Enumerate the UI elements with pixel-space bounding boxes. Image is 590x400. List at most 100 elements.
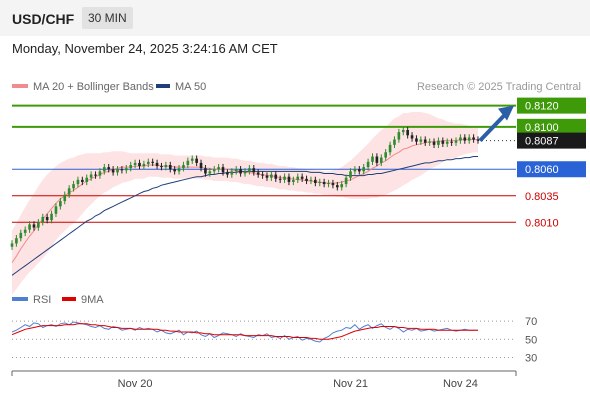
candle-body: [415, 138, 418, 142]
candle-body: [81, 179, 84, 182]
candle-body: [397, 132, 401, 140]
rsi-tick-30: 30: [525, 352, 537, 364]
rsi-ma-line: [11, 323, 478, 340]
candle-body: [32, 224, 36, 228]
timeframe-badge[interactable]: 30 MIN: [82, 7, 133, 29]
support-label-0.8010: 0.8010: [525, 217, 559, 229]
rsi-tick-70: 70: [525, 316, 537, 328]
candle-body: [305, 178, 308, 181]
candle-body: [94, 174, 97, 176]
support-label-0.8035: 0.8035: [525, 191, 559, 203]
candle-body: [120, 169, 124, 171]
candle-body: [331, 183, 335, 186]
rsi-ma-legend-label: 9MA: [81, 294, 104, 306]
candle-body: [437, 140, 440, 145]
x-tick-nov-24: Nov 24: [443, 378, 478, 390]
candle-body: [19, 232, 23, 239]
candle-body: [300, 176, 304, 179]
candle-body: [173, 169, 176, 172]
candle-body: [23, 229, 27, 233]
candle-body: [384, 152, 387, 158]
candle-body: [353, 169, 357, 172]
candle-body: [243, 171, 247, 174]
candle-body: [252, 168, 256, 173]
candle-body: [393, 139, 396, 145]
candle-body: [89, 174, 93, 178]
candle-body: [160, 166, 163, 168]
candle-body: [318, 181, 322, 184]
candle-body: [45, 216, 49, 221]
candle-body: [270, 174, 273, 178]
candle-body: [366, 161, 370, 168]
candle-body: [168, 165, 172, 170]
ma50-legend-swatch: [156, 84, 170, 88]
candle-body: [327, 183, 330, 185]
candle-body: [441, 140, 445, 144]
candle-body: [164, 165, 168, 168]
candle-body: [67, 188, 71, 195]
candle-body: [463, 137, 467, 141]
candle-body: [208, 171, 212, 174]
candle-body: [138, 162, 141, 167]
candle-body: [357, 169, 361, 172]
ma20-legend-label: MA 20 + Bollinger Bands: [33, 81, 154, 93]
candle-body: [459, 137, 462, 141]
ma20-legend-swatch: [12, 84, 28, 88]
candle-body: [204, 168, 207, 174]
candle-body: [177, 168, 181, 172]
resistance-tag-0.8120: [517, 97, 586, 114]
candle-body: [379, 157, 383, 163]
candle-body: [129, 165, 133, 169]
candle-body: [278, 178, 282, 180]
candle-body: [116, 169, 119, 173]
pivot-label-0.8060: 0.8060: [525, 164, 559, 176]
candle-body: [476, 139, 480, 141]
x-tick-nov-20: Nov 20: [118, 378, 153, 390]
current-price-tag: [517, 132, 586, 149]
candle-body: [124, 168, 128, 171]
candle-body: [472, 137, 475, 140]
candle-body: [103, 167, 106, 172]
candle-body: [419, 139, 423, 142]
currency-pair-title: USD/CHF: [12, 11, 75, 27]
candle-body: [274, 174, 278, 179]
rsi-legend-swatch: [12, 297, 28, 301]
candle-body: [37, 222, 40, 228]
candle-body: [54, 206, 58, 214]
candle-body: [410, 135, 414, 139]
bollinger-band-fill: [12, 112, 478, 295]
candle-body: [336, 185, 339, 188]
candle-body: [344, 177, 348, 185]
candle-body: [261, 174, 264, 176]
chart-credit: Research © 2025 Trading Central: [417, 81, 581, 93]
forecast-arrow-head: [498, 105, 514, 121]
candle-body: [146, 161, 150, 164]
candle-body: [212, 169, 216, 172]
candle-body: [182, 165, 185, 169]
current-price-label: 0.8087: [525, 136, 559, 148]
candle-body: [151, 161, 154, 163]
candle-body: [195, 158, 198, 163]
candle-body: [388, 144, 392, 153]
candle-body: [199, 162, 203, 169]
candle-body: [445, 141, 449, 144]
candle-body: [15, 238, 18, 244]
candle-body: [190, 158, 194, 161]
candle-body: [107, 167, 111, 170]
candle-body: [322, 181, 326, 185]
x-tick-nov-21: Nov 21: [333, 378, 368, 390]
candle-body: [248, 168, 251, 172]
candle-body: [362, 167, 366, 172]
candle-body: [406, 130, 409, 136]
candle-body: [239, 169, 242, 174]
candle-body: [292, 179, 295, 182]
candle-body: [314, 179, 317, 184]
candle-body: [76, 179, 80, 185]
candle-body: [309, 179, 313, 181]
candle-body: [142, 163, 146, 167]
candle-body: [85, 177, 89, 182]
candle-body: [28, 224, 31, 230]
candle-body: [155, 162, 159, 167]
candle-body: [467, 137, 471, 141]
